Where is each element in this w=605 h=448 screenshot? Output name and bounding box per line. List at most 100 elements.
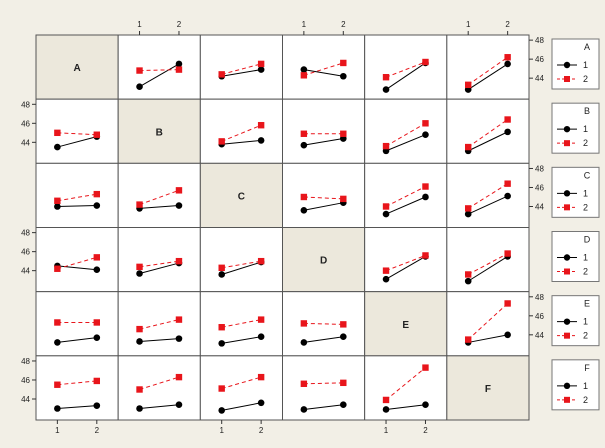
marker-FC-level1-x1 [218,407,225,414]
marker-BE-level2-x2 [422,120,429,127]
marker-FE-level1-x1 [382,406,390,413]
marker-FC-level1-x2 [257,399,265,407]
series-line-BE-level-1 [385,134,426,152]
panel-F-D [282,355,366,421]
legend-marker-E-2 [564,332,570,339]
legend-title-D: D [584,235,591,245]
marker-FE-level2-x1 [382,396,390,404]
marker-DB-level2-x2 [175,257,183,265]
series-line-EF-level-2 [467,303,508,340]
marker-BC-level1-x2 [257,137,265,144]
marker-DA-level2-x2 [93,254,101,261]
marker-DB-level1-x1 [136,270,143,277]
marker-CA-level1-x2 [93,202,101,209]
marker-DF-level1-x1 [464,277,472,285]
y-tick-label: 46 [21,119,30,128]
marker-FB-level2-x2 [175,373,183,381]
series-line-EA-level-1 [57,337,97,343]
legend-marker-A-1 [563,61,571,69]
series-line-DA-level-1 [57,265,97,271]
marker-EA-level1-x1 [54,339,61,346]
legend-title-A: A [584,42,590,52]
legend-label-D-1: 1 [583,253,588,263]
marker-EF-level2-x1 [464,336,472,343]
legend-label-A-1: 1 [583,60,588,70]
series-line-DE-level-1 [385,255,426,280]
marker-EB-level2-x2 [175,316,183,323]
legend-title-F: F [584,363,590,373]
legend-label-A-2: 2 [583,74,588,84]
panel-C-B [117,162,201,228]
panel-C-F [446,162,530,228]
series-line-CA-level-1 [57,205,97,207]
panel-C-A [35,162,119,228]
marker-BA-level2-x1 [54,129,61,137]
marker-EA-level2-x1 [54,319,61,326]
marker-AE-level2-x1 [382,74,390,81]
axis-ticks: 1 2 1 2 1 2 1 2 1 2 1 2 44 46 48 44 46 48 44 46 48 44 46 48 44 46… [21,20,544,435]
marker-BE-level2-x1 [382,142,390,150]
marker-CE-level2-x1 [382,203,390,210]
y-tick-label: 48 [535,293,544,302]
marker-AE-level2-x2 [422,58,429,66]
series-line-FA-level-1 [57,405,97,409]
series-line-BF-level-1 [467,131,508,152]
marker-BD-level1-x1 [300,141,308,149]
marker-BF-level1-x2 [504,128,511,136]
panel-C-E [364,162,448,228]
factor-label-B: B [156,127,163,138]
y-tick-label: 48 [535,36,544,45]
marker-CD-level2-x1 [300,193,308,201]
marker-CA-level2-x2 [93,190,101,198]
legend-box-C [551,166,600,218]
marker-EB-level1-x2 [175,335,183,342]
marker-AD-level1-x2 [340,72,347,80]
panel-A-C [199,34,283,100]
legend-label-B-1: 1 [583,124,588,134]
factor-label-F: F [485,384,491,395]
marker-DC-level2-x2 [257,257,265,265]
legend-label-F-2: 2 [583,395,588,405]
legend-label-C-1: 1 [583,188,588,198]
marker-DC-level1-x1 [218,271,225,278]
factor-label-A: A [73,63,80,74]
legend-marker-C-1 [563,190,571,197]
series-line-FB-level-1 [139,404,180,409]
marker-EB-level1-x1 [136,338,143,345]
marker-CD-level1-x1 [300,206,308,214]
series-line-CE-level-2 [385,186,426,207]
legends: A 1 2 B 1 2 C 1 2 D 1 2 E 1 2 F 1 2 [551,38,600,411]
x-tick-label: 1 [137,20,142,29]
x-tick-label: 2 [259,426,264,435]
marker-CB-level2-x1 [136,201,143,208]
marker-DA-level1-x2 [93,266,101,274]
series-line-AE-level-1 [385,62,426,90]
marker-EC-level2-x2 [257,316,265,323]
marker-DB-level2-x1 [136,263,143,271]
marker-AC-level2-x2 [257,60,265,68]
legend-label-E-1: 1 [583,317,588,327]
series-line-EF-level-1 [468,334,508,343]
marker-DC-level2-x1 [218,264,225,272]
marker-BD-level2-x2 [340,130,347,137]
marker-FE-level1-x2 [422,401,429,408]
series-line-AD-level-1 [303,69,344,77]
marker-AF-level2-x2 [504,54,511,61]
x-tick-label: 2 [341,20,346,29]
marker-BD-level2-x1 [300,130,308,137]
legend-title-B: B [584,106,590,116]
marker-DE-level1-x1 [382,275,390,283]
y-tick-label: 46 [535,183,544,192]
series-line-EB-level-1 [139,338,180,342]
x-tick-label: 1 [384,426,389,435]
y-tick-label: 48 [21,357,30,366]
marker-FC-level2-x2 [257,373,265,381]
panel-B-F [446,98,530,164]
legend-title-C: C [584,170,591,180]
x-tick-label: 1 [55,426,60,435]
y-tick-label: 44 [535,74,544,83]
legend-marker-D-2 [564,268,570,275]
series-line-BA-level-1 [57,136,97,148]
marker-FD-level1-x2 [340,401,347,408]
